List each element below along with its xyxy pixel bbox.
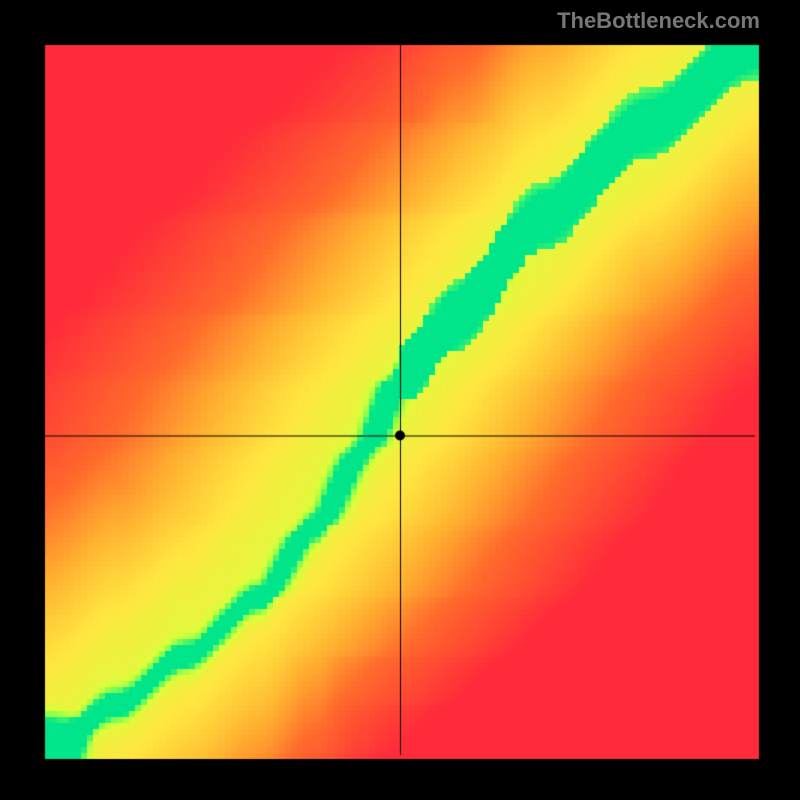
chart-container: TheBottleneck.com: [0, 0, 800, 800]
watermark-text: TheBottleneck.com: [557, 8, 760, 34]
heatmap-canvas: [0, 0, 800, 800]
